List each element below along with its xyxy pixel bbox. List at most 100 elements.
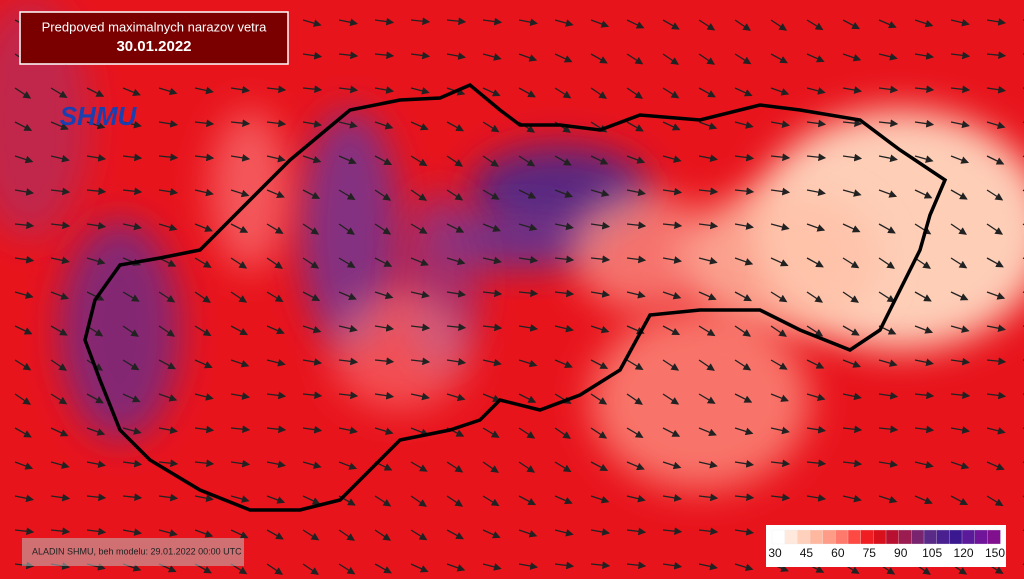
wind-arrow [446, 121, 464, 132]
wind-arrow [734, 187, 755, 196]
wind-arrow [86, 291, 105, 301]
wind-arrow [302, 85, 323, 94]
wind-arrow [194, 119, 215, 128]
wind-arrow [950, 426, 971, 434]
wind-arrow [374, 391, 395, 400]
wind-arrow [662, 527, 683, 536]
wind-arrow [734, 459, 755, 468]
wind-arrow [446, 17, 467, 26]
legend-swatch [822, 529, 836, 545]
wind-arrow [194, 223, 213, 232]
wind-arrow [446, 155, 464, 167]
wind-arrow [14, 427, 32, 438]
wind-arrow [338, 291, 357, 301]
wind-arrow [950, 325, 970, 333]
wind-arrow [518, 18, 538, 27]
wind-arrow [878, 460, 899, 468]
wind-arrow [770, 426, 790, 435]
wind-arrow [518, 87, 536, 98]
wind-arrow [734, 393, 753, 403]
wind-arrow [734, 153, 755, 162]
wind-arrow [14, 221, 35, 230]
wind-arrow [770, 53, 788, 64]
wind-arrow [50, 154, 70, 163]
wind-arrow [842, 19, 861, 30]
wind-arrow [662, 53, 679, 65]
wind-arrow [626, 290, 646, 299]
wind-arrow [590, 221, 611, 230]
shade [590, 310, 810, 490]
wind-arrow [338, 563, 356, 575]
wind-arrow [14, 87, 32, 99]
wind-arrow [302, 461, 322, 469]
wind-arrow [86, 87, 105, 97]
wind-arrow [734, 563, 754, 572]
wind-arrow [338, 357, 359, 366]
wind-arrow [518, 393, 537, 403]
wind-arrow [590, 359, 609, 369]
wind-arrow [446, 495, 464, 507]
wind-arrow [122, 291, 140, 302]
wind-arrow [230, 189, 250, 198]
wind-arrow [950, 291, 969, 301]
wind-arrow [590, 19, 610, 28]
wind-arrow [230, 223, 249, 233]
wind-arrow [266, 495, 286, 504]
wind-arrow [158, 393, 178, 402]
wind-arrow [842, 392, 862, 401]
wind-arrow [518, 189, 537, 199]
wind-arrow [626, 155, 646, 164]
wind-arrow [950, 461, 970, 470]
wind-arrow [482, 121, 500, 133]
wind-arrow [986, 189, 1004, 201]
wind-arrow [986, 391, 1007, 400]
wind-arrow [302, 155, 322, 164]
wind-arrow [734, 19, 751, 31]
wind-arrow [14, 188, 35, 196]
wind-arrow [50, 493, 71, 502]
wind-arrow [914, 495, 933, 505]
wind-arrow [158, 493, 179, 502]
wind-arrow [950, 223, 967, 235]
legend-label: 45 [800, 546, 814, 560]
shade [60, 220, 180, 440]
wind-arrow [518, 562, 538, 570]
wind-arrow [266, 391, 287, 400]
wind-arrow [950, 155, 970, 164]
legend-label: 150 [985, 546, 1005, 560]
wind-arrow [698, 359, 715, 371]
wind-arrow [698, 325, 716, 337]
wind-arrow [590, 87, 607, 99]
wind-arrow [302, 120, 323, 128]
wind-arrow [698, 154, 718, 163]
wind-arrow [662, 155, 682, 163]
wind-arrow [986, 223, 1003, 235]
wind-arrow [482, 53, 502, 61]
wind-arrow [914, 52, 935, 60]
wind-arrow [446, 189, 464, 201]
wind-arrow [194, 188, 214, 197]
wind-arrow [14, 121, 33, 131]
wind-arrow [590, 561, 611, 570]
wind-arrow [626, 53, 644, 65]
wind-arrow [14, 325, 33, 335]
wind-arrow [158, 87, 178, 96]
wind-arrow [338, 85, 359, 94]
wind-arrow [590, 393, 608, 405]
wind-arrow [266, 257, 283, 269]
wind-arrow [518, 155, 536, 167]
legend-swatch [911, 529, 925, 545]
wind-arrow [662, 494, 683, 502]
legend-label: 90 [894, 546, 908, 560]
wind-arrow [590, 325, 610, 334]
wind-arrow [806, 325, 824, 337]
wind-arrow [590, 155, 609, 165]
wind-arrow [374, 86, 395, 94]
wind-arrow [482, 189, 500, 200]
wind-arrow [626, 121, 644, 132]
wind-arrow [14, 494, 34, 503]
wind-arrow [158, 529, 178, 537]
wind-arrow [878, 154, 898, 163]
wind-arrow [626, 494, 646, 503]
wind-arrow [914, 189, 933, 199]
